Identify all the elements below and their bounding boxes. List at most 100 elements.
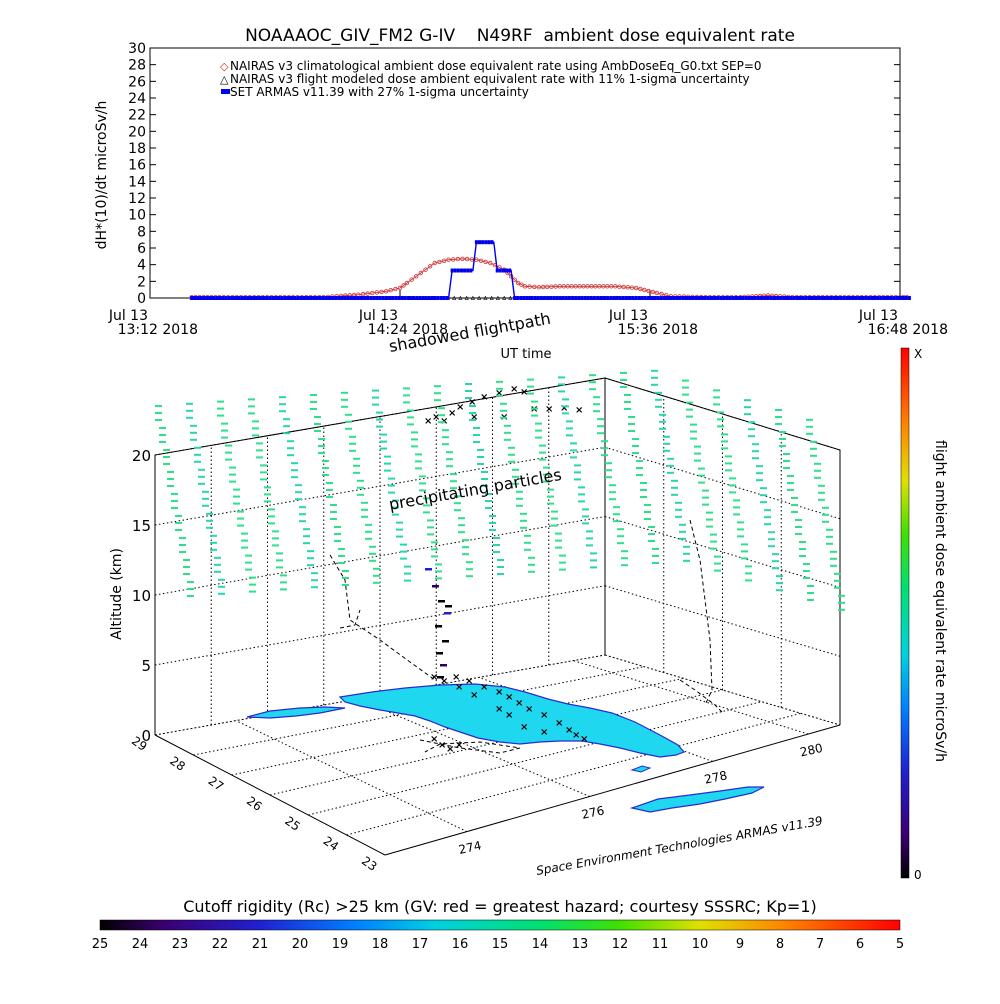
particle-mark	[609, 484, 616, 487]
particle-mark	[733, 506, 740, 509]
series-armas-point	[378, 296, 382, 300]
particle-mark	[586, 544, 593, 547]
particle-mark	[818, 498, 825, 501]
series-armas-point	[804, 296, 808, 300]
particle-mark	[307, 557, 314, 560]
series-armas-point	[363, 296, 367, 300]
particle-mark	[466, 568, 473, 571]
particle-mark	[605, 469, 612, 472]
particle-mark	[229, 473, 236, 476]
series-climatological-point	[569, 284, 574, 289]
particle-mark	[776, 575, 783, 578]
ground-track-mark: ×	[540, 710, 548, 721]
particle-mark	[512, 468, 519, 471]
particle-mark	[206, 526, 213, 529]
particle-mark	[276, 566, 283, 569]
series-armas-point	[609, 296, 613, 300]
series-armas-point	[427, 296, 431, 300]
series-armas-point	[265, 296, 269, 300]
dose-colorbar-gradient	[900, 347, 910, 879]
annotation-precipitating-particles: precipitating particles	[387, 465, 563, 514]
series-armas-point	[564, 296, 568, 300]
series-climatological-point	[659, 291, 664, 297]
particle-mark	[683, 552, 690, 555]
particle-mark	[163, 463, 170, 465]
series-climatological-point	[427, 264, 433, 269]
particle-mark	[644, 511, 651, 513]
altitude-gridline	[154, 585, 606, 666]
particle-mark	[450, 473, 457, 476]
particle-mark	[322, 474, 329, 476]
series-armas-point	[558, 296, 562, 300]
particle-mark	[590, 566, 597, 569]
particle-mark	[706, 518, 713, 521]
particle-mark	[233, 488, 240, 491]
particle-mark	[237, 510, 244, 513]
altitude-tick-label: 10	[132, 587, 151, 605]
ground-track-mark: ×	[565, 725, 573, 736]
particle-mark	[624, 401, 631, 403]
series-armas-point	[230, 296, 234, 300]
altitude-gridline	[604, 516, 841, 588]
series-armas-point	[505, 268, 509, 273]
particle-mark	[725, 469, 732, 472]
particle-mark	[248, 398, 255, 401]
series-armas-point	[324, 296, 328, 300]
particle-mark	[481, 485, 488, 487]
chart-title: NOAAAOC_GIV_FM2 G-IV N49RF ambient dose …	[245, 26, 795, 46]
series-climatological-point	[464, 256, 470, 262]
particle-mark	[613, 513, 620, 516]
series-climatological-point	[650, 289, 655, 295]
particle-mark	[547, 488, 554, 491]
series-armas-point	[867, 296, 871, 300]
particle-mark	[427, 533, 434, 536]
particle-mark	[795, 519, 802, 521]
particle-mark	[186, 402, 193, 405]
series-armas-point	[814, 296, 818, 300]
series-armas-point	[669, 296, 673, 300]
series-armas-point	[807, 296, 811, 300]
legend: ◇ NAIRAS v3 climatological ambient dose …	[220, 59, 762, 99]
series-armas-point	[589, 296, 593, 300]
particle-mark	[807, 599, 814, 601]
particle-mark	[651, 376, 658, 379]
particle-mark	[477, 463, 484, 465]
legend-marker-circle: ◇	[220, 60, 229, 73]
particle-mark	[194, 446, 201, 449]
particle-mark	[818, 491, 825, 494]
particle-mark	[741, 543, 748, 546]
top-track-mark: ×	[495, 388, 503, 399]
particle-mark	[810, 454, 817, 457]
particle-mark	[806, 418, 813, 421]
ground-track-mark: ×	[515, 698, 523, 709]
series-armas-point	[621, 296, 625, 300]
particle-mark	[431, 555, 438, 558]
particle-mark	[806, 432, 813, 435]
particle-mark	[593, 396, 600, 399]
particle-mark	[768, 531, 775, 534]
particle-mark	[400, 543, 407, 546]
particle-mark	[458, 531, 465, 534]
series-armas-point	[516, 296, 520, 300]
series-armas-point	[876, 296, 880, 300]
series-armas-point	[656, 296, 660, 300]
particle-mark	[679, 523, 686, 526]
box-gridlines	[154, 377, 841, 836]
series-armas-point	[586, 296, 590, 300]
particle-mark	[252, 434, 259, 437]
series-armas-point	[397, 296, 401, 300]
series-armas-point	[703, 296, 707, 300]
flight-dose-mark	[436, 652, 443, 655]
particle-mark	[783, 453, 790, 455]
rigidity-tick-label: 16	[452, 937, 469, 952]
series-armas-point	[430, 296, 434, 300]
series-armas-point	[710, 296, 713, 300]
particle-mark	[469, 419, 476, 421]
particle-mark	[710, 540, 717, 543]
particle-mark	[489, 515, 496, 517]
particle-mark	[318, 452, 325, 454]
particle-mark	[245, 561, 252, 564]
series-armas-point	[299, 296, 303, 300]
particle-mark	[516, 504, 523, 507]
series-armas-point	[750, 296, 754, 300]
